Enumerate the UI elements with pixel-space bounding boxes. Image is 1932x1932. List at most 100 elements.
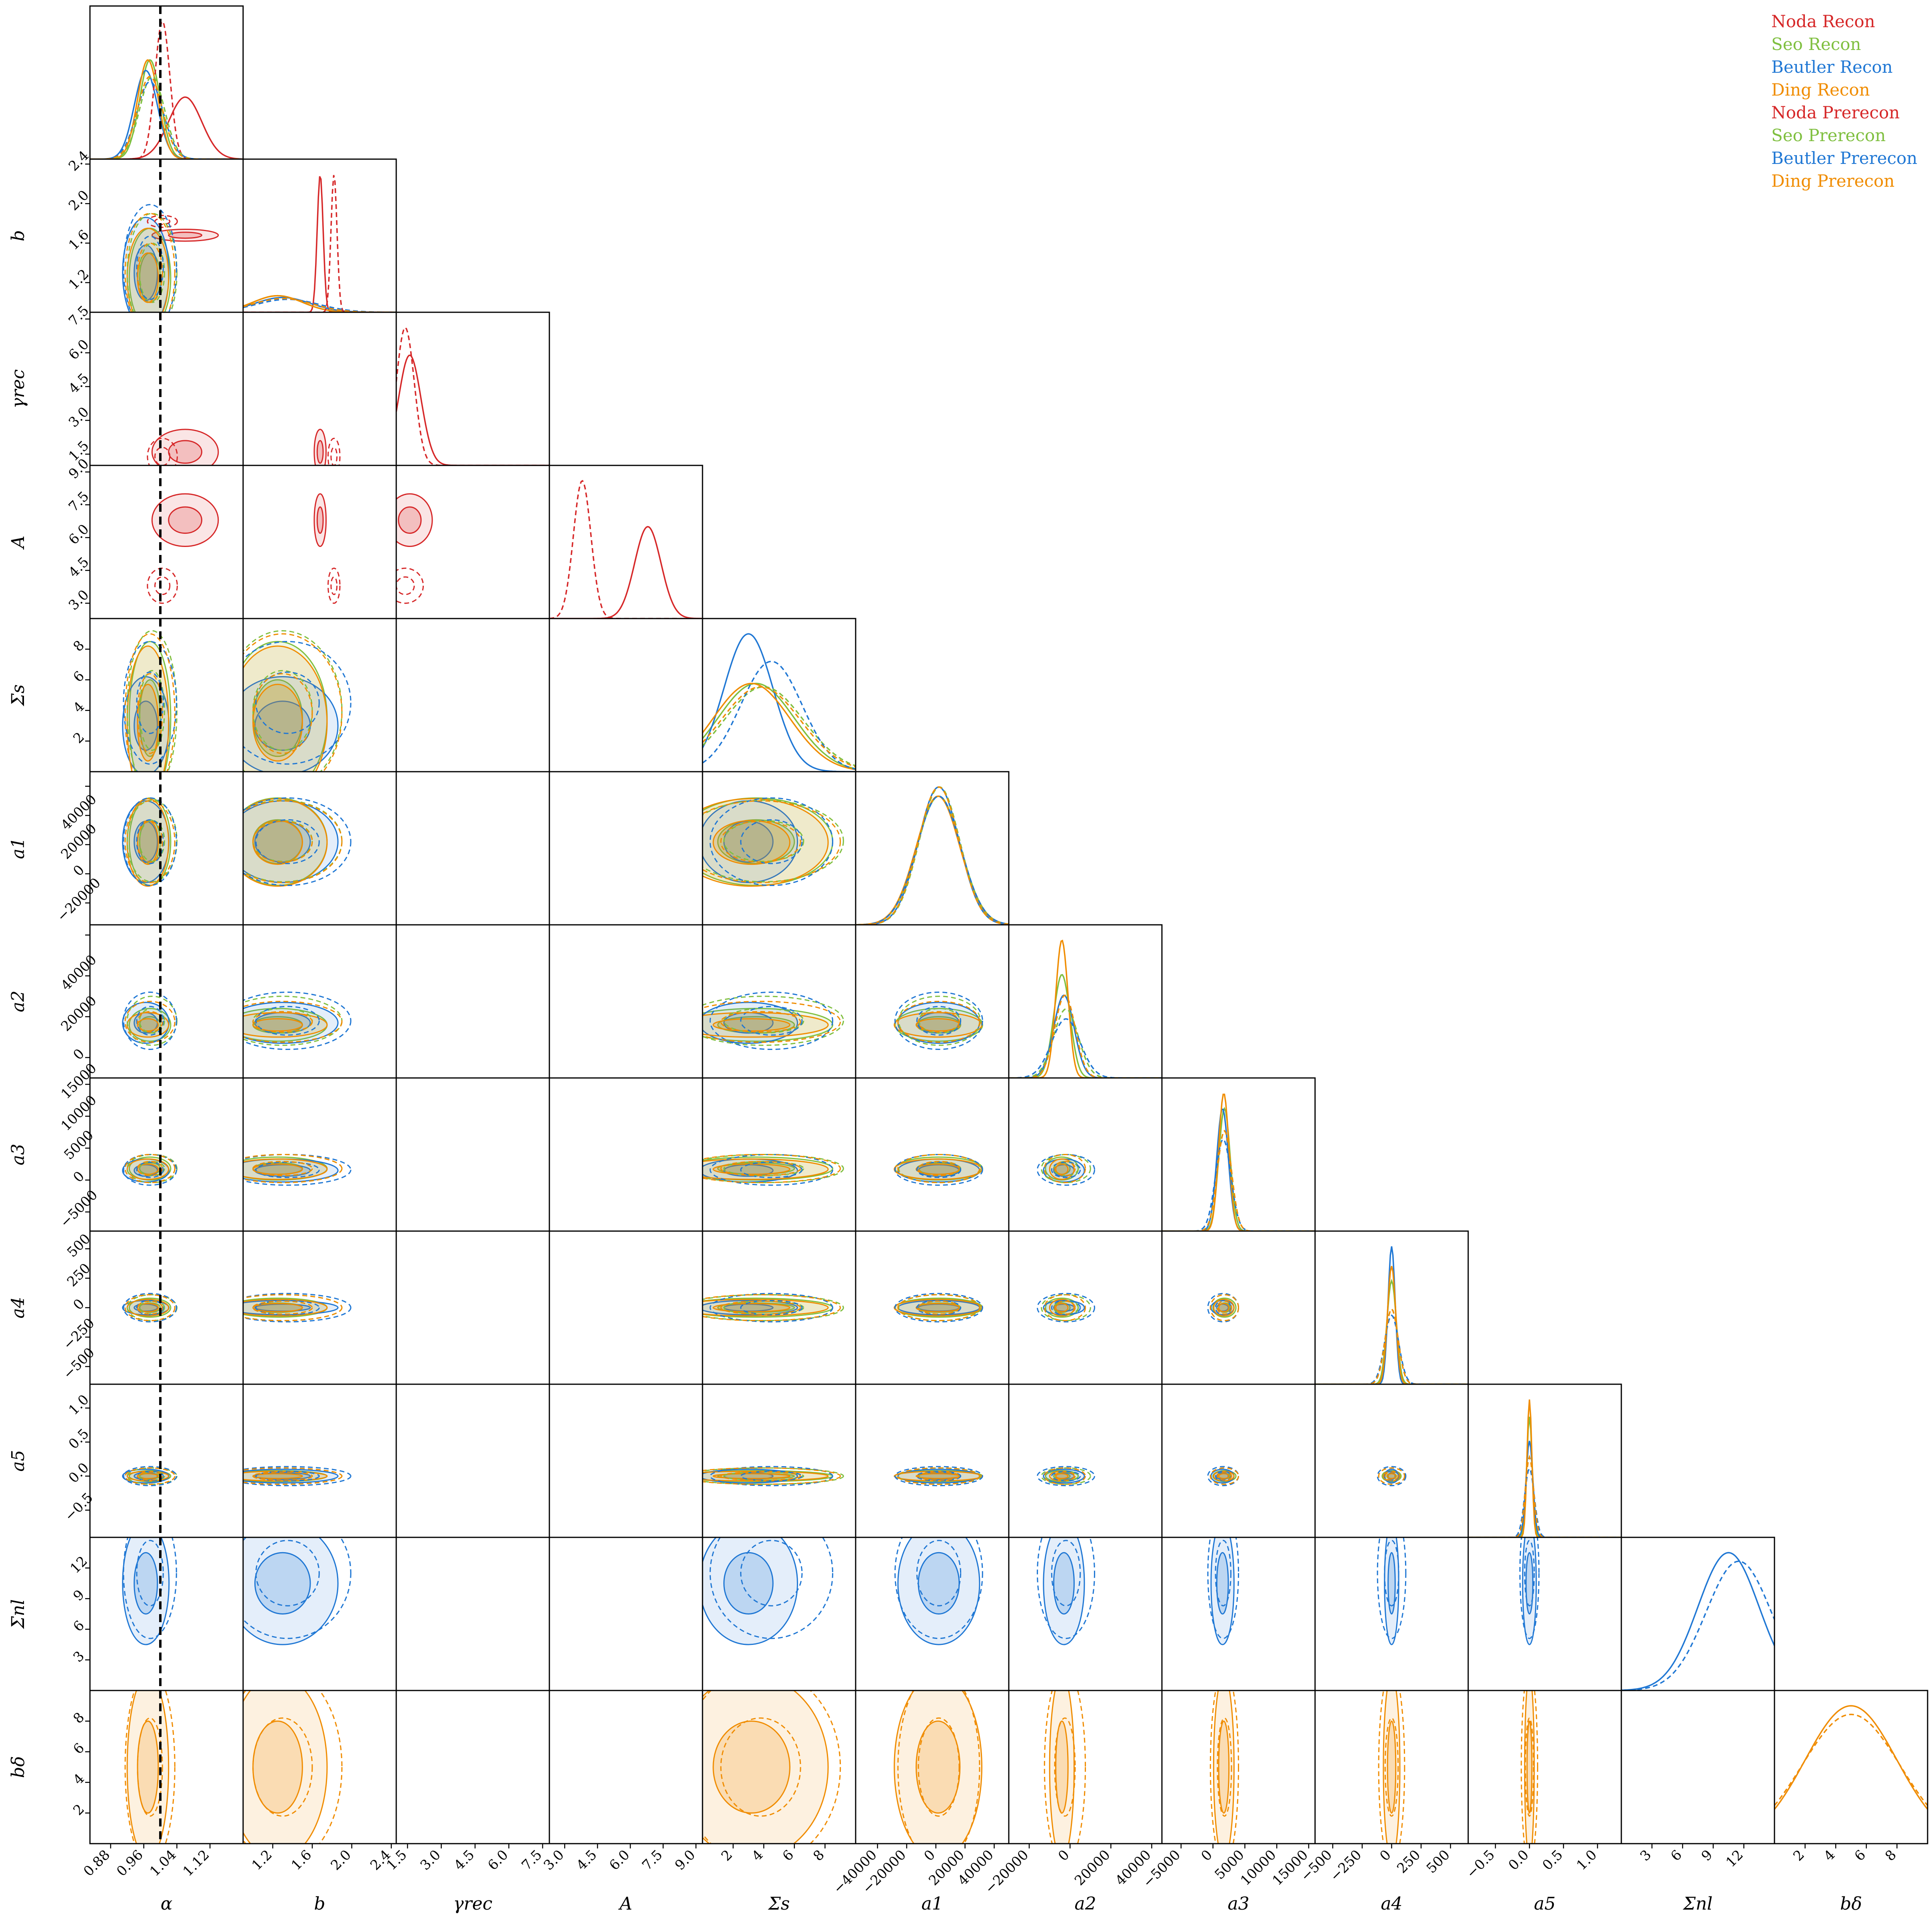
contour-A-vs-alpha-noda-prerecon-2sigma	[147, 567, 178, 604]
marginal-b-ding-recon	[243, 295, 396, 312]
panel-frame	[549, 924, 703, 1079]
panel-frame	[1314, 1230, 1469, 1385]
panel-A-vs-A	[549, 465, 703, 619]
contour-b_delta-vs-alpha-ding-prerecon-1sigma	[137, 1717, 163, 1817]
contour-a2-vs-a1-ding-prerecon-2sigma	[897, 1001, 980, 1043]
contour-a5-vs-a4-ding-prerecon-2sigma	[1378, 1467, 1405, 1485]
marginal-a1-beutler-prerecon	[856, 795, 1009, 925]
x-tick-label: 6	[1668, 1847, 1685, 1864]
contour-b_delta-vs-a5-ding-prerecon-2sigma	[1521, 1690, 1539, 1844]
contour-gamma_rec-vs-b-noda-recon-1sigma	[316, 440, 324, 464]
contour-b_delta-vs-a5-ding-prerecon-1sigma	[1525, 1717, 1534, 1817]
x-tick-label: 8	[1882, 1847, 1900, 1864]
contour-a5-vs-b-beutler-prerecon-1sigma	[255, 1471, 320, 1482]
contour-a4-vs-a1-ding-recon-2sigma	[894, 1299, 983, 1317]
y-tick-label: 5000	[61, 1127, 96, 1163]
panel-a3-vs-Sigma_s	[702, 1077, 856, 1232]
contour-a5-vs-a2-beutler-prerecon-2sigma	[1037, 1466, 1095, 1487]
y-tick-label: 12	[67, 1553, 91, 1577]
contour-a3-vs-a2-ding-prerecon-2sigma	[1044, 1154, 1086, 1184]
contour-a2-vs-Sigma_s-seo-prerecon-2sigma	[703, 996, 844, 1046]
marginal-Sigma_s-beutler-prerecon	[703, 661, 856, 770]
marginal-b-noda-prerecon	[243, 175, 396, 312]
marginal-a4-ding-recon	[1315, 1266, 1468, 1384]
contour-a3-vs-b-ding-prerecon-2sigma	[243, 1154, 343, 1184]
contour-Sigma_nl-vs-b-beutler-prerecon-1sigma	[255, 1540, 320, 1607]
contour-Sigma_s-vs-alpha-beutler-prerecon-1sigma	[136, 671, 164, 734]
x-tick-label: 1.6	[288, 1847, 315, 1874]
contour-a2-vs-alpha-ding-prerecon-1sigma	[137, 1011, 163, 1033]
panel-frame	[395, 924, 550, 1079]
contour-Sigma_nl-vs-a3-beutler-prerecon-2sigma	[1207, 1537, 1239, 1639]
panel-Sigma_s-vs-Sigma_s	[702, 618, 856, 772]
x-tick-label: 4.5	[451, 1847, 478, 1874]
contour-a3-vs-a2-ding-recon-1sigma	[1055, 1163, 1069, 1175]
contour-a1-vs-b-beutler-prerecon-1sigma	[255, 819, 320, 864]
y-axis-label-a1: a1	[8, 837, 28, 859]
marginal-alpha-ding-prerecon	[90, 76, 243, 159]
marginal-Sigma_nl-beutler-recon	[1621, 1552, 1774, 1690]
contour-a4-vs-a2-ding-prerecon-2sigma	[1044, 1294, 1086, 1321]
legend-entry-noda-recon: Noda Recon	[1771, 12, 1875, 31]
marginal-a4-seo-prerecon	[1315, 1308, 1468, 1384]
y-tick-label: 2.4	[66, 148, 92, 174]
y-tick-label: 4.5	[66, 370, 92, 397]
contour-a4-vs-a3-beutler-prerecon-1sigma	[1215, 1300, 1231, 1315]
y-tick-label: 9	[70, 1587, 88, 1605]
contour-Sigma_nl-vs-a2-beutler-recon-2sigma	[1043, 1537, 1085, 1645]
contour-Sigma_nl-vs-a1-beutler-recon-2sigma	[897, 1537, 980, 1645]
contour-Sigma_s-vs-b-beutler-prerecon-1sigma	[255, 671, 320, 734]
contour-b_delta-vs-Sigma_s-ding-recon-2sigma	[703, 1690, 829, 1844]
contour-a5-vs-Sigma_s-beutler-prerecon-2sigma	[709, 1466, 834, 1487]
y-tick-label: 500	[64, 1231, 94, 1260]
contour-A-vs-b-noda-recon-1sigma	[316, 506, 324, 534]
x-tick-label: 7.5	[639, 1847, 666, 1874]
panel-frame	[242, 1077, 397, 1232]
contour-A-vs-alpha-noda-recon-1sigma	[168, 506, 203, 534]
x-tick-label: 4.5	[573, 1847, 600, 1874]
contour-a4-vs-Sigma_s-beutler-prerecon-1sigma	[740, 1300, 803, 1315]
x-tick-label: 9	[1698, 1847, 1716, 1864]
y-tick-label: −20000	[54, 875, 104, 925]
contour-A-vs-alpha-noda-recon-2sigma	[151, 493, 219, 547]
y-tick-label: 8	[70, 637, 88, 655]
contour-a1-vs-alpha-ding-prerecon-1sigma	[137, 820, 163, 863]
legend-entry-beutler-prerecon: Beutler Prerecon	[1771, 148, 1917, 168]
contour-a5-vs-b-ding-recon-1sigma	[252, 1473, 303, 1479]
contour-a1-vs-Sigma_s-beutler-prerecon-1sigma	[740, 819, 803, 864]
contour-b_delta-vs-Sigma_s-ding-prerecon-1sigma	[720, 1717, 801, 1817]
contour-Sigma_nl-vs-alpha-beutler-recon-1sigma	[134, 1552, 158, 1615]
marginal-a2-seo-recon	[1009, 974, 1162, 1078]
x-tick-label: 2.0	[328, 1847, 355, 1874]
contour-a1-vs-b-beutler-prerecon-2sigma	[243, 797, 351, 886]
contour-a2-vs-b-ding-prerecon-1sigma	[252, 1011, 313, 1033]
y-axis-label-a2: a2	[8, 990, 28, 1012]
panel-b_delta-vs-a4: −500−250 0 250 500	[1297, 1690, 1469, 1884]
contour-b_delta-vs-a1-ding-recon-2sigma	[894, 1690, 982, 1844]
contour-a5-vs-a4-beutler-prerecon-2sigma	[1377, 1466, 1407, 1487]
contour-a2-vs-Sigma_s-ding-prerecon-2sigma	[703, 1001, 841, 1043]
panel-frame	[395, 1537, 550, 1691]
marginal-a1-ding-recon	[856, 795, 1009, 925]
contour-Sigma_s-vs-alpha-seo-prerecon-1sigma	[139, 670, 165, 751]
panel-frame	[1467, 1383, 1622, 1538]
contour-a3-vs-alpha-ding-recon-1sigma	[137, 1163, 159, 1175]
panel-a3-vs-a1	[855, 1077, 1010, 1232]
marginal-a4-beutler-prerecon	[1315, 1314, 1468, 1384]
contour-a5-vs-a3-ding-recon-1sigma	[1218, 1473, 1230, 1479]
legend-entry-noda-prerecon: Noda Prerecon	[1771, 103, 1900, 122]
contour-a5-vs-a1-ding-prerecon-1sigma	[918, 1471, 960, 1481]
panel-Sigma_nl-vs-Sigma_nl	[1621, 1537, 1775, 1691]
contour-a4-vs-a1-ding-prerecon-2sigma	[897, 1294, 980, 1321]
contour-a5-vs-a3-ding-prerecon-1sigma	[1217, 1471, 1232, 1481]
x-tick-label: 0	[1377, 1847, 1394, 1864]
y-tick-label: 3	[70, 1648, 88, 1666]
marginal-A-noda-recon	[549, 526, 703, 619]
x-axis-label-gamma_rec: γrec	[453, 1894, 492, 1914]
x-axis-label-b_delta: bδ	[1840, 1894, 1862, 1914]
contour-a1-vs-b-seo-prerecon-1sigma	[252, 820, 313, 862]
x-tick-label: 0	[1198, 1847, 1215, 1864]
contour-a1-vs-alpha-ding-prerecon-2sigma	[124, 800, 176, 883]
panel-Sigma_nl-vs-b	[242, 1537, 397, 1691]
